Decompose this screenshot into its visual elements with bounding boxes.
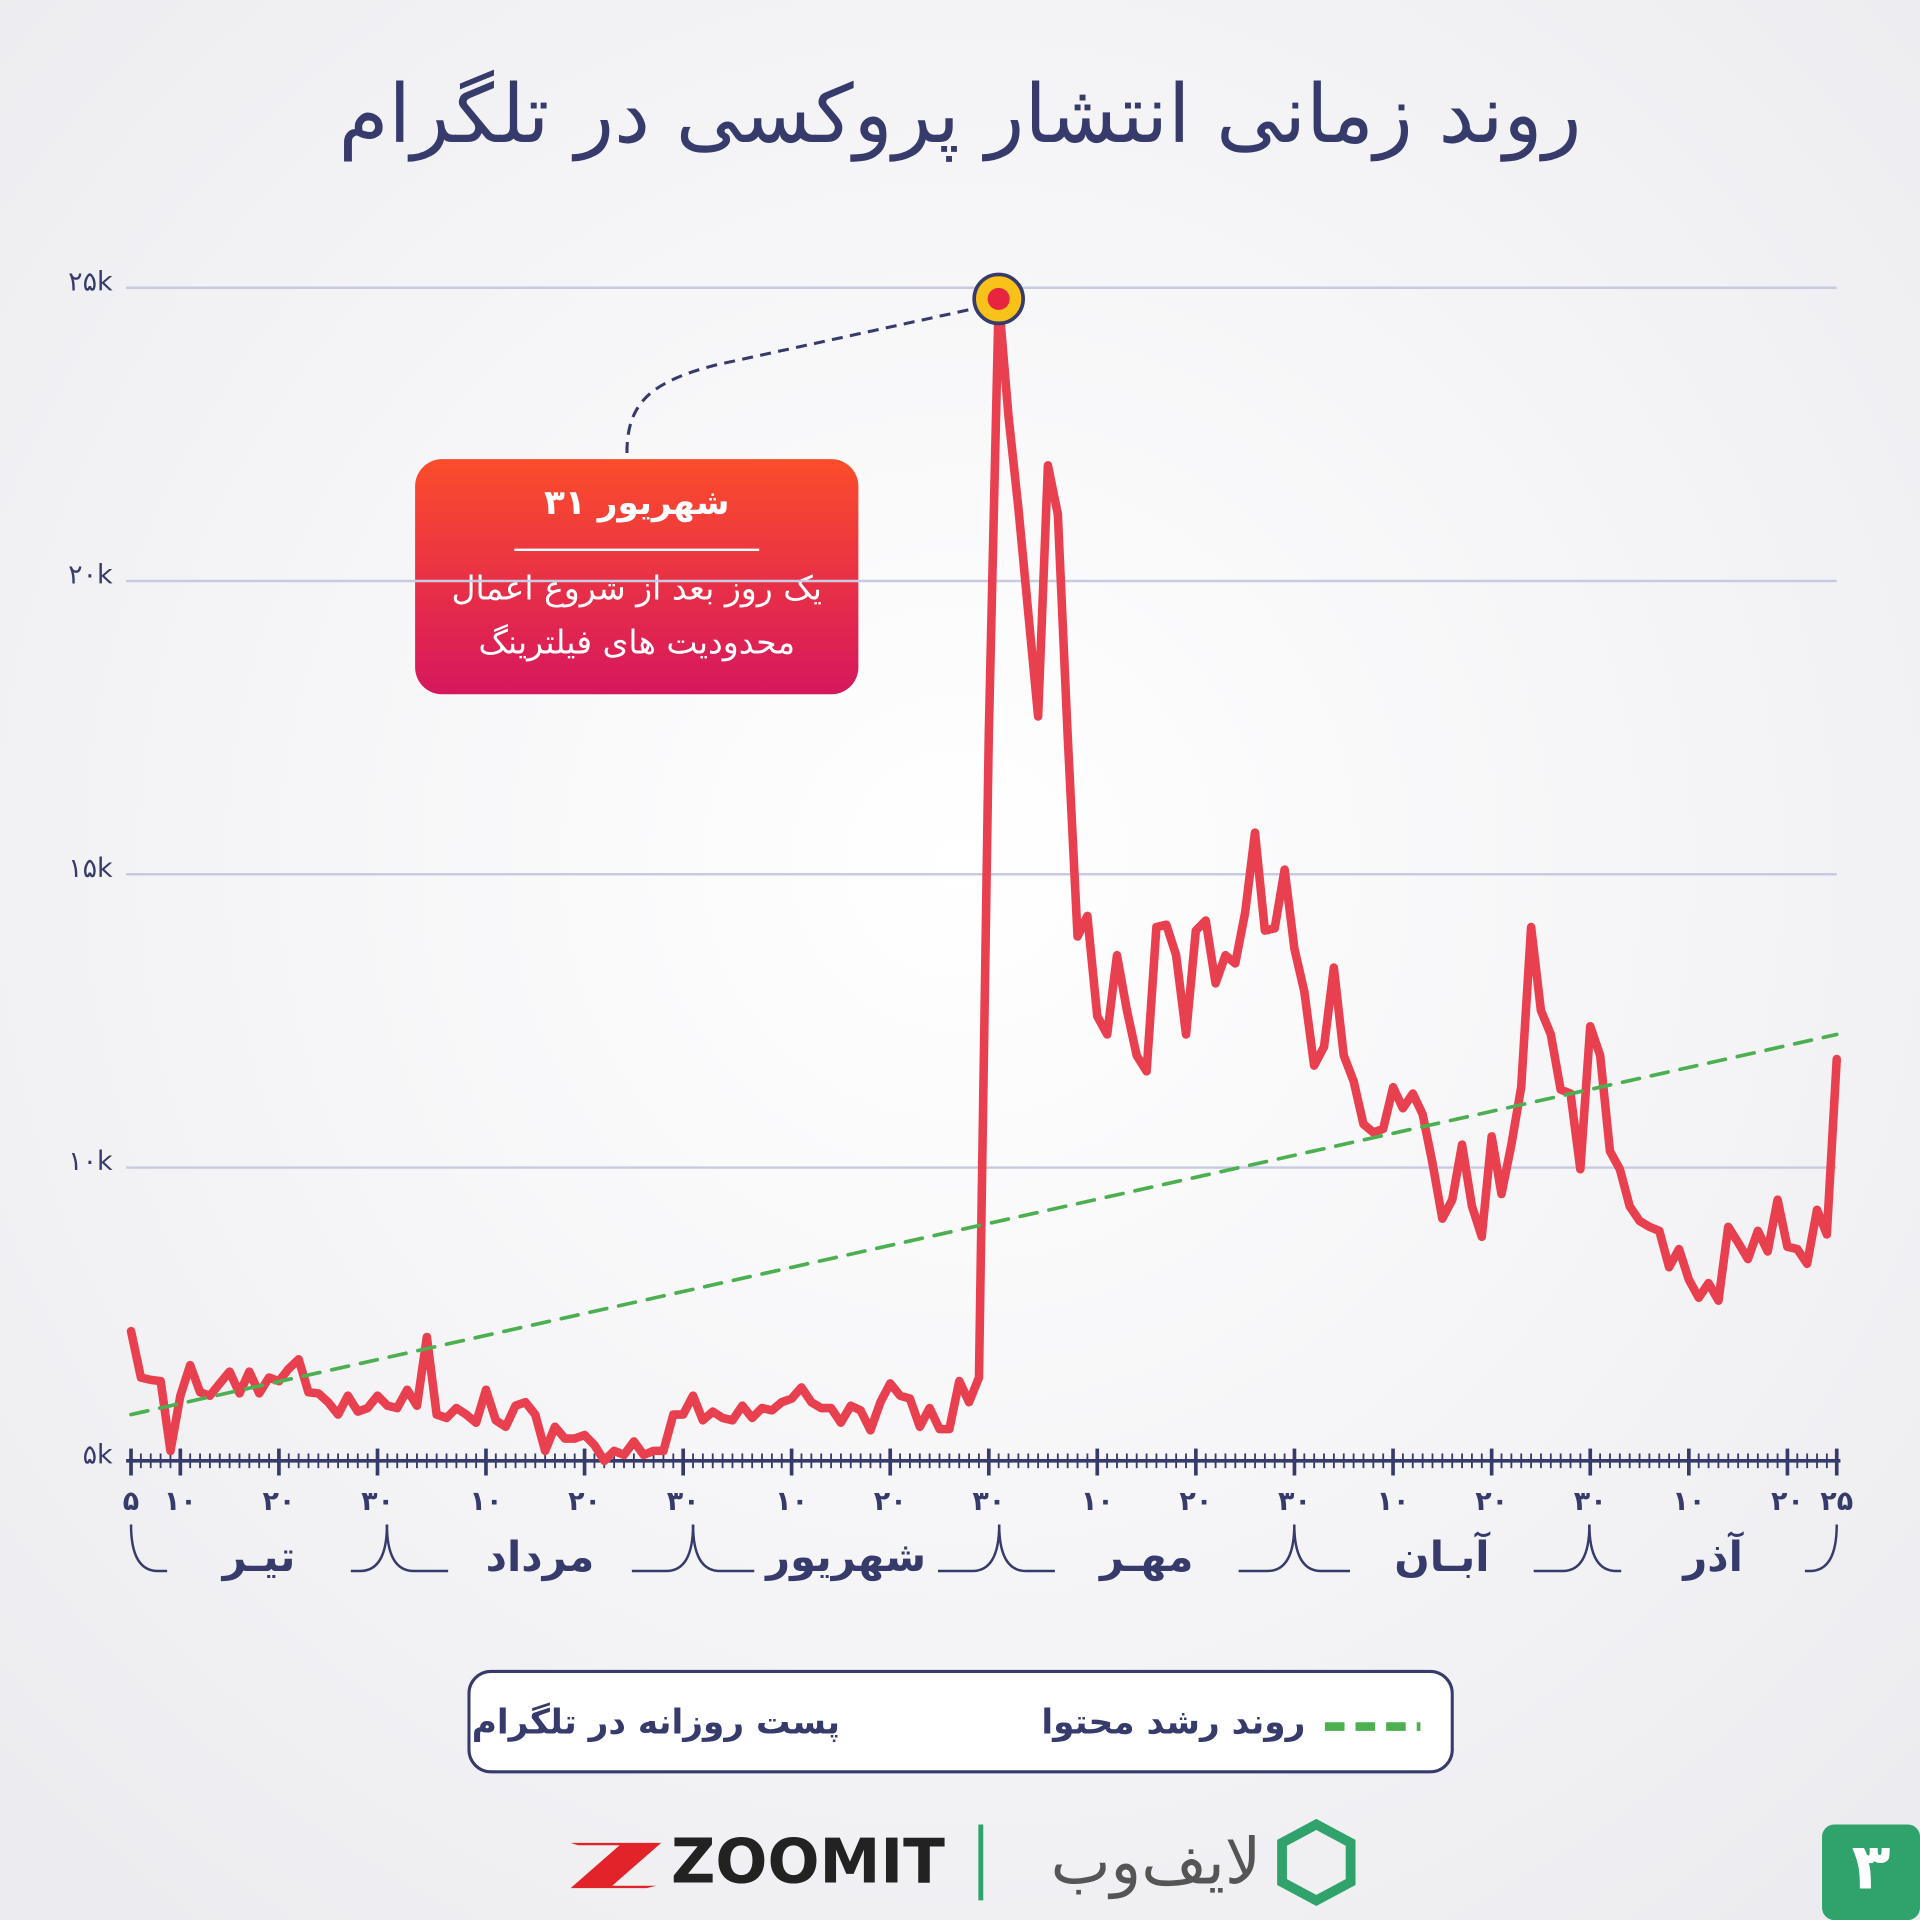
month-label: مهـر — [1098, 1532, 1193, 1582]
x-tick-label: ۲۰ — [874, 1486, 907, 1517]
y-tick-label: ۲۵k — [68, 266, 113, 297]
x-tick-label: ۲۰ — [1475, 1486, 1508, 1517]
x-tick-label: ۵ — [123, 1486, 139, 1517]
y-tick-label: ۲۰k — [68, 560, 113, 591]
x-tick-label: ۳۰ — [1574, 1486, 1607, 1517]
month-label: مرداد — [486, 1532, 595, 1582]
x-tick-label: ۳۰ — [1278, 1486, 1311, 1517]
y-tick-label: ۵k — [83, 1439, 113, 1470]
x-tick-label: ۳۰ — [667, 1486, 700, 1517]
annotation-text: محدودیت های فیلترینگ — [478, 623, 795, 662]
series-line — [126, 294, 1842, 1466]
y-tick-label: ۱۰k — [68, 1146, 113, 1177]
x-tick-label: ۲۵ — [1820, 1486, 1853, 1517]
annotation-title: ۳۱ شهریور — [544, 483, 729, 523]
month-label: آبـان — [1394, 1531, 1491, 1581]
month-label: آذر — [1681, 1531, 1744, 1581]
month-bracket — [1588, 1524, 1838, 1573]
x-tick-label: ۲۰ — [568, 1486, 601, 1517]
annotation-box — [415, 459, 859, 695]
zoomit-logo — [570, 1842, 662, 1889]
month-label: شهریور — [764, 1532, 926, 1582]
trend-line — [129, 1032, 1839, 1417]
annotation-text: یک روز بعد از شروع اعمال — [451, 569, 822, 608]
chart-title: روند زمانی انتشار پروکسی در تلگرام — [338, 68, 1581, 162]
month-label: تیـر — [221, 1532, 296, 1582]
x-tick-label: ۱۰ — [470, 1486, 503, 1517]
lifeweb-brand: لایف‌وب — [1051, 1826, 1262, 1900]
peak-dot — [987, 287, 1010, 310]
x-tick-label: ۱۰ — [1081, 1486, 1114, 1517]
plot: ۵k ۱۰k ۱۵k ۲۰k ۲۵k ۵ ۱۰ ۲۰ ۳۰ ۱۰ ۲۰ ۳۰ ۱۰ ۲۰ ۳۰ ۱۰ ۲۰ ۳۰ ۱… — [68, 266, 1853, 1582]
legend-label: پست روزانه در تلگرام — [472, 1702, 840, 1743]
x-tick-label: ۱۰ — [1672, 1486, 1705, 1517]
x-tick-label: ۱۰ — [164, 1486, 197, 1517]
page-number: ۳ — [1852, 1831, 1891, 1905]
y-tick-label: ۱۵k — [68, 853, 113, 884]
lifeweb-logo — [1277, 1818, 1356, 1906]
x-tick-label: ۳۰ — [361, 1486, 394, 1517]
page-badge — [1822, 1824, 1920, 1920]
x-tick-label: ۲۰ — [262, 1486, 295, 1517]
x-tick-label: ۲۰ — [1179, 1486, 1212, 1517]
x-tick-label: ۲۰ — [1771, 1486, 1804, 1517]
x-tick-label: ۱۰ — [775, 1486, 808, 1517]
zoomit-brand: ZOOMIT — [671, 1827, 945, 1898]
x-tick-label: ۳۰ — [972, 1486, 1005, 1517]
annotation-connector — [625, 304, 987, 454]
legend-label: روند رشد محتوا — [1041, 1703, 1305, 1743]
x-tick-label: ۱۰ — [1377, 1486, 1410, 1517]
